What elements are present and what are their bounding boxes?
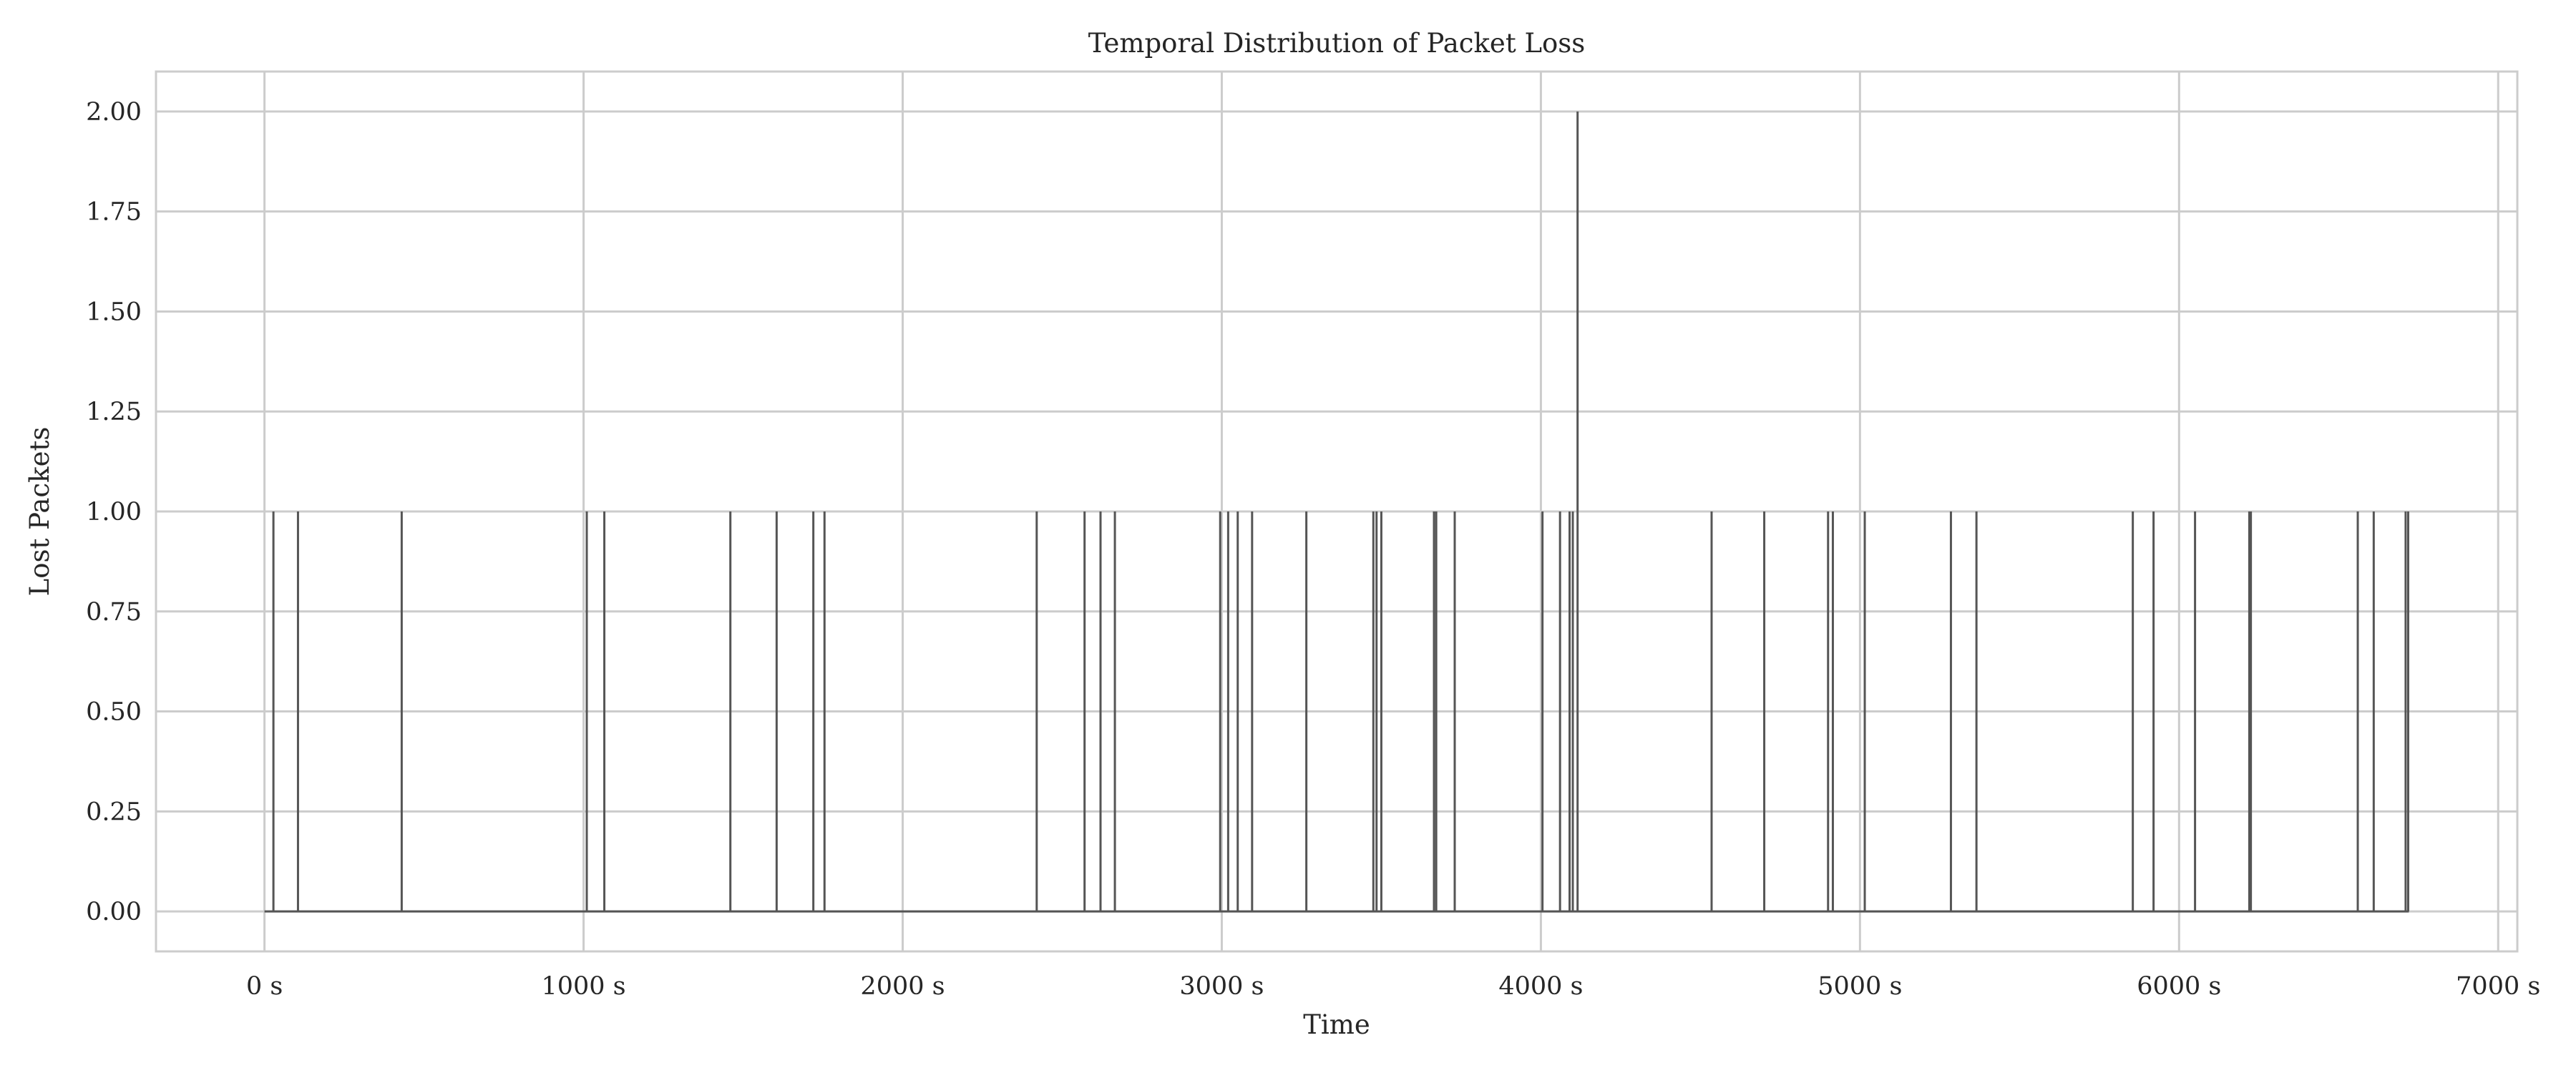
x-tick-label: 5000 s [1818, 972, 1902, 1001]
x-axis-title: Time [1303, 1009, 1370, 1040]
x-tick-label: 7000 s [2456, 972, 2540, 1001]
plot-frame [155, 70, 2519, 953]
y-tick-label: 1.25 [86, 398, 142, 426]
x-axis-ticks: 0 s 1000 s 2000 s 3000 s 4000 s 5000 s 6000 s 7… [246, 972, 2540, 1001]
series-area [264, 111, 2409, 913]
y-axis-ticks: 0.00 0.25 0.50 0.75 1.00 1.25 1.50 1.75 2.00 [86, 98, 142, 926]
y-tick-label: 0.50 [86, 698, 142, 727]
y-tick-label: 0.00 [86, 898, 142, 926]
y-tick-label: 1.50 [86, 298, 142, 326]
x-tick-label: 1000 s [541, 972, 625, 1001]
x-tick-label: 6000 s [2137, 972, 2221, 1001]
grid [156, 72, 2517, 951]
y-tick-label: 2.00 [86, 98, 142, 127]
y-tick-label: 0.25 [86, 798, 142, 826]
x-tick-label: 0 s [246, 972, 283, 1001]
chart-title: Temporal Distribution of Packet Loss [1088, 28, 1586, 59]
y-tick-label: 0.75 [86, 598, 142, 627]
x-tick-label: 3000 s [1179, 972, 1264, 1001]
y-tick-label: 1.75 [86, 198, 142, 227]
x-tick-label: 4000 s [1498, 972, 1583, 1001]
y-tick-label: 1.00 [86, 498, 142, 526]
x-tick-label: 2000 s [860, 972, 945, 1001]
y-axis-title: Lost Packets [24, 427, 55, 597]
